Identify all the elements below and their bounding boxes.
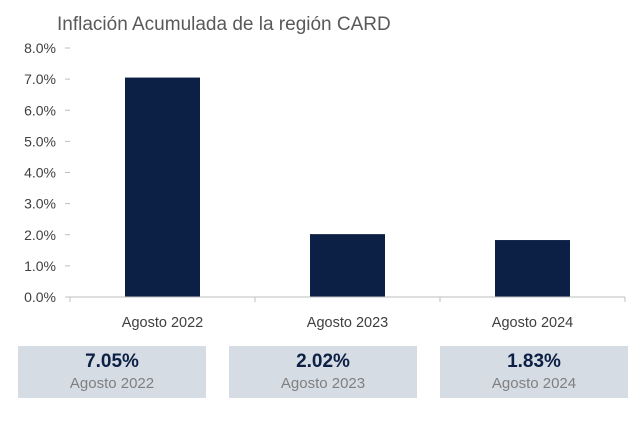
x-tick-label: Agosto 2023 bbox=[307, 315, 388, 331]
x-axis: Agosto 2022 Agosto 2023 Agosto 2024 bbox=[69, 296, 626, 331]
y-tick-label: 1.0% bbox=[24, 258, 56, 274]
y-tick-label: 6.0% bbox=[24, 102, 56, 118]
summary-label: Agosto 2024 bbox=[491, 375, 577, 392]
summary-box-2024: 1.83% Agosto 2024 bbox=[440, 346, 628, 398]
x-tick-label: Agosto 2024 bbox=[492, 315, 573, 331]
y-tick-label: 7.0% bbox=[24, 71, 56, 87]
summary-box-2022: 7.05% Agosto 2022 bbox=[18, 346, 206, 398]
bar bbox=[125, 77, 200, 297]
summary-value: 1.83% bbox=[507, 351, 561, 372]
bar bbox=[495, 240, 570, 297]
bar bbox=[310, 234, 385, 297]
y-tick-label: 5.0% bbox=[24, 133, 56, 149]
summary-label: Agosto 2023 bbox=[280, 375, 366, 392]
summary-box-2023: 2.02% Agosto 2023 bbox=[229, 346, 417, 398]
summary-value: 2.02% bbox=[296, 351, 350, 372]
chart-title: Inflación Acumulada de la región CARD bbox=[57, 14, 391, 35]
y-tick-label: 8.0% bbox=[24, 40, 56, 56]
x-tick-label: Agosto 2022 bbox=[122, 315, 203, 331]
bar-chart: 0.0% 1.0% 2.0% 3.0% 4.0% 5.0% 6.0% 7.0% 8.0% Ago… bbox=[24, 40, 626, 331]
bars bbox=[125, 77, 570, 297]
y-tick-label: 3.0% bbox=[24, 196, 56, 212]
y-tick-label: 0.0% bbox=[24, 289, 56, 305]
y-tick-label: 2.0% bbox=[24, 227, 56, 243]
summary-label: Agosto 2022 bbox=[69, 375, 155, 392]
summary-value: 7.05% bbox=[85, 351, 139, 372]
y-tick-label: 4.0% bbox=[24, 165, 56, 181]
y-axis: 0.0% 1.0% 2.0% 3.0% 4.0% 5.0% 6.0% 7.0% 8.0% bbox=[24, 40, 70, 305]
